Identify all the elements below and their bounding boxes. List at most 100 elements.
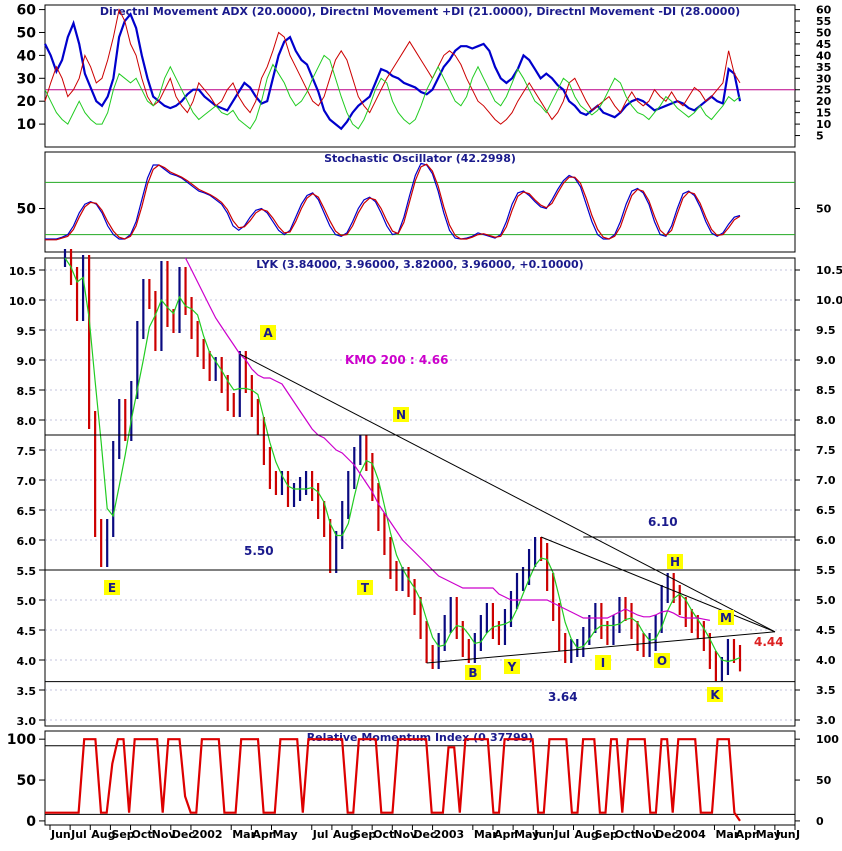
price-right-tick-6: 7.5: [816, 444, 836, 457]
x-tick-19: Apr: [494, 828, 516, 841]
trendline-upper: [239, 353, 776, 633]
x-tick-31: May: [756, 828, 781, 841]
annotation-E: E: [108, 581, 116, 595]
x-tick-0: Jun: [50, 828, 71, 841]
rmi-right-tick-0: 100: [816, 733, 839, 746]
x-tick-3: Sep: [111, 828, 134, 841]
price-left-tick-13: 4.0: [17, 655, 37, 668]
adx-title: Directnl Movement ADX (20.0000), Directn…: [100, 5, 740, 18]
annotation-box-B: [465, 665, 481, 680]
price-right-tick-0: 10.5: [816, 264, 842, 277]
annotation-H: H: [670, 555, 680, 569]
rmi-left-tick-1: 50: [17, 773, 37, 789]
x-tick-10: May: [272, 828, 297, 841]
price-right-tick-14: 3.5: [816, 684, 836, 697]
x-tick-23: Aug: [575, 828, 599, 841]
adx-left-tick-4: 20: [17, 94, 37, 110]
adx-left-tick-0: 60: [17, 3, 37, 19]
price-left-tick-9: 6.0: [17, 535, 37, 548]
annotation-box-H: [667, 554, 683, 569]
x-tick-22: Jul: [553, 828, 570, 841]
adx-series-2: [44, 54, 741, 130]
adx-right-tick-3: 45: [816, 38, 831, 51]
price-left-tick-1: 10.0: [9, 295, 36, 308]
label-364: 3.64: [548, 690, 578, 704]
stoch-series-0: [45, 162, 741, 240]
price-right-tick-10: 5.5: [816, 564, 836, 577]
annotation-box-K: [707, 687, 723, 702]
price-left-tick-7: 7.0: [17, 475, 37, 488]
stoch-right-tick-0: 50: [816, 203, 832, 216]
annotation-box-E: [104, 580, 120, 595]
stochastic-panel: 50 50 Stochastic Oscillator (42.2998): [17, 151, 832, 253]
price-right-tick-13: 4.0: [816, 654, 836, 667]
adx-panel: 60504030201060555045403530252015105Direc…: [17, 3, 832, 148]
x-tick-4: Oct: [132, 828, 153, 841]
rmi-right-tick-1: 50: [816, 774, 832, 787]
annotation-box-N: [393, 407, 409, 422]
x-tick-21: Jun: [533, 828, 554, 841]
adx-right-tick-9: 15: [816, 107, 831, 120]
x-tick-27: Dec: [655, 828, 678, 841]
price-right-tick-7: 7.0: [816, 474, 836, 487]
adx-right-tick-5: 35: [816, 61, 831, 74]
adx-left-tick-5: 10: [17, 117, 37, 133]
adx-right-tick-8: 20: [816, 95, 832, 108]
label-610: 6.10: [648, 515, 678, 529]
annotation-box-M: [718, 610, 734, 625]
price-right-tick-2: 9.5: [816, 324, 836, 337]
x-tick-26: Nov: [635, 828, 660, 841]
x-tick-16: Dec: [413, 828, 436, 841]
x-tick-9: Apr: [252, 828, 274, 841]
annotation-Y: Y: [507, 660, 517, 674]
price-left-tick-8: 6.5: [17, 505, 37, 518]
price-right-tick-11: 5.0: [816, 594, 836, 607]
x-tick-28: 2004: [675, 828, 706, 841]
kmo-line: [184, 257, 711, 621]
adx-right-tick-4: 40: [816, 49, 832, 62]
adx-left-tick-2: 40: [17, 48, 37, 64]
x-tick-17: 2003: [434, 828, 465, 841]
kmo-label: KMO 200 : 4.66: [345, 353, 448, 367]
price-right-tick-9: 6.0: [816, 534, 836, 547]
price-right-tick-3: 9.0: [816, 354, 836, 367]
adx-right-tick-1: 55: [816, 15, 831, 28]
annotation-N: N: [396, 408, 406, 422]
trendline-recent: [540, 536, 776, 633]
rmi-right-tick-2: 0: [816, 815, 824, 828]
annotation-I: I: [601, 656, 605, 670]
price-left-tick-15: 3.0: [17, 715, 37, 728]
price-left-tick-3: 9.0: [17, 355, 37, 368]
price-left-tick-6: 7.5: [17, 445, 37, 458]
x-tick-18: Mar: [474, 828, 498, 841]
rmi-title: Relative Momentum Index (0.37799): [307, 731, 534, 744]
adx-right-tick-2: 50: [816, 26, 832, 39]
price-right-tick-1: 10.0: [816, 294, 842, 307]
price-left-tick-12: 4.5: [17, 625, 37, 638]
x-tick-33: J: [795, 828, 800, 841]
annotation-M: M: [720, 611, 732, 625]
stoch-title: Stochastic Oscillator (42.2998): [324, 152, 516, 165]
x-tick-6: Dec: [172, 828, 195, 841]
annotation-box-A: [260, 325, 276, 340]
adx-right-tick-0: 60: [816, 4, 832, 17]
price-right-tick-15: 3.0: [816, 714, 836, 727]
stoch-left-tick-0: 50: [17, 202, 37, 218]
x-tick-14: Oct: [373, 828, 394, 841]
annotation-A: A: [263, 326, 273, 340]
adx-right-tick-6: 30: [816, 72, 832, 85]
x-tick-32: Jun: [775, 828, 796, 841]
stoch-series-1: [45, 163, 741, 241]
x-tick-11: Jul: [312, 828, 329, 841]
price-panel: 10.5 10.0 9.5 9.0 8.5 8.0 7.5 7.0 6.5 6.0 5.5 5.0 4.…: [9, 249, 842, 728]
x-tick-30: Apr: [736, 828, 758, 841]
x-tick-15: Nov: [393, 828, 418, 841]
label-444: 4.44: [754, 635, 784, 649]
adx-right-tick-7: 25: [816, 84, 831, 97]
stoch-frame: [44, 151, 796, 253]
price-left-tick-10: 5.5: [17, 565, 37, 578]
x-tick-24: Sep: [595, 828, 618, 841]
annotation-box-O: [654, 653, 670, 668]
